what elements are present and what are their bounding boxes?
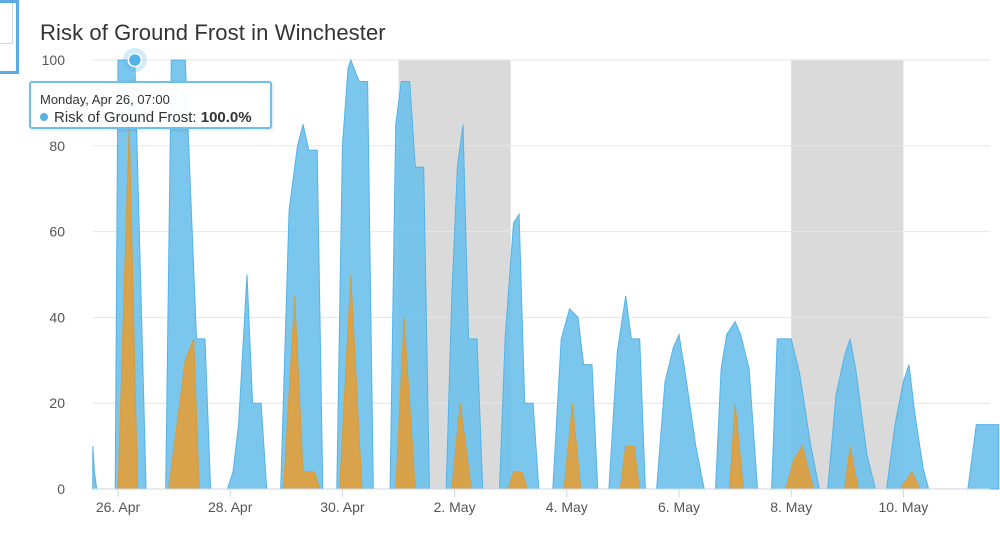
- y-tick-label-0: 0: [57, 481, 65, 497]
- x-tick-label-5: 6. May: [658, 499, 700, 515]
- series-area-0: [92, 58, 1000, 490]
- y-tick-label-100: 100: [42, 52, 66, 68]
- series-area-1: [117, 124, 921, 490]
- y-tick-label-20: 20: [49, 395, 65, 411]
- x-tick-label-6: 8. May: [770, 499, 812, 515]
- tooltip-date: Monday, Apr 26, 07:00: [40, 92, 170, 107]
- tooltip-value: 100.0%: [200, 109, 252, 126]
- x-tick-label-2: 30. Apr: [320, 499, 365, 515]
- y-tick-label-40: 40: [49, 309, 65, 325]
- axes: 0 20 40 60 80 100 26. Apr 28. Apr 30. Apr 2. May 4…: [42, 52, 990, 515]
- series-areas: [92, 58, 1000, 490]
- x-tick-label-7: 10. May: [878, 499, 928, 515]
- tooltip-series: Risk of Ground Frost: [54, 109, 193, 126]
- chart-title: Risk of Ground Frost in Winchester: [40, 20, 386, 45]
- x-tick-label-4: 4. May: [546, 499, 588, 515]
- hover-point: [127, 52, 143, 68]
- x-tick-label-1: 28. Apr: [208, 499, 253, 515]
- x-tick-label-0: 26. Apr: [96, 499, 141, 515]
- tooltip-separator: :: [192, 109, 197, 126]
- x-tick-label-3: 2. May: [434, 499, 476, 515]
- series-dot-icon: [40, 113, 48, 121]
- tooltip: Monday, Apr 26, 07:00 Risk of Ground Fro…: [29, 81, 272, 129]
- hover-marker: [122, 48, 147, 72]
- tooltip-row: Risk of Ground Frost: 100.0%: [40, 109, 252, 126]
- panel-edge-fragment: [0, 0, 19, 74]
- y-tick-label-80: 80: [49, 138, 65, 154]
- y-tick-label-60: 60: [49, 224, 65, 240]
